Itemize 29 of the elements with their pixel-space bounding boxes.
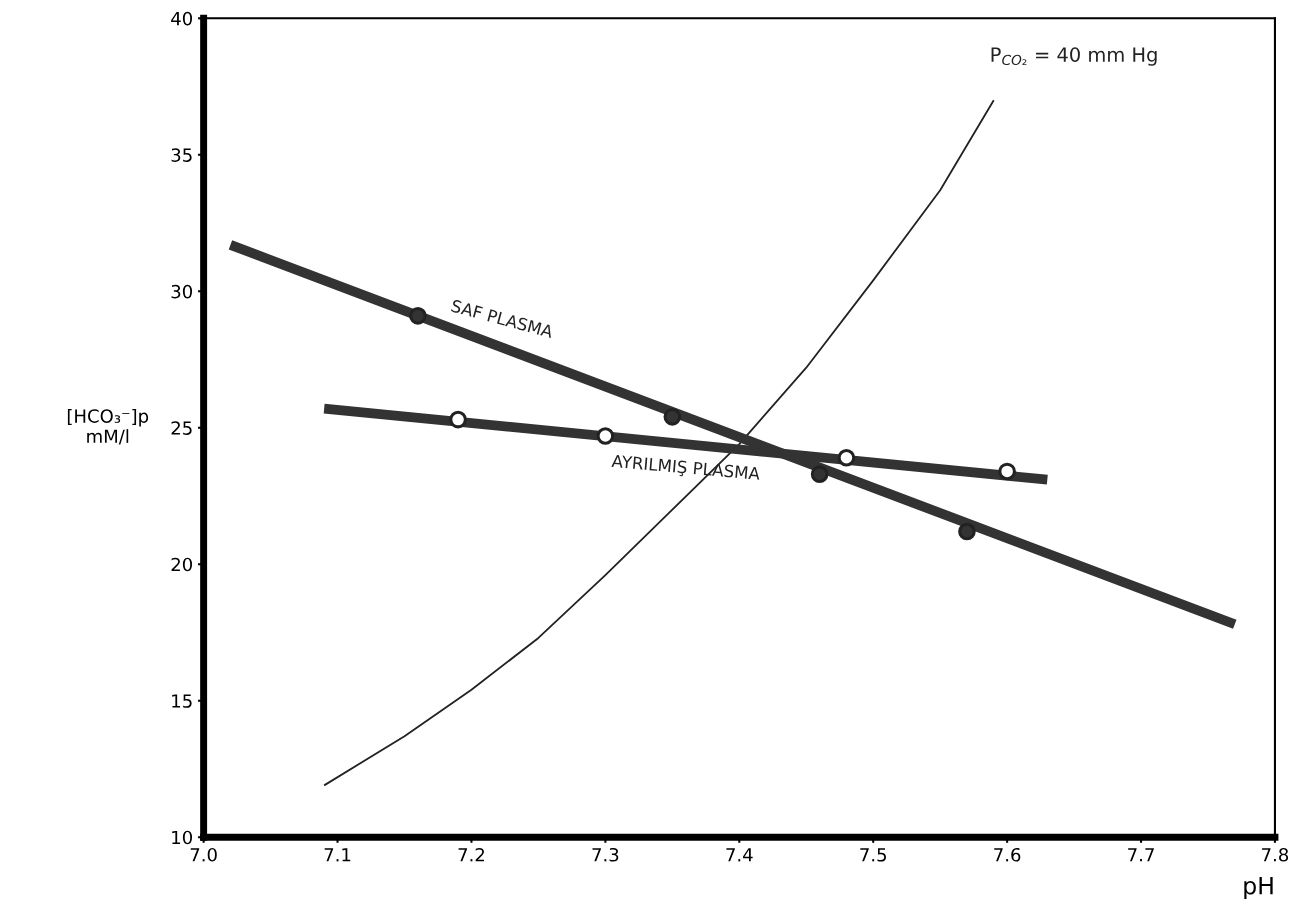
x-tick-label: 7.0 [190,847,217,862]
point [449,410,467,429]
y-tick-label: 20 [171,557,193,572]
point [958,522,976,541]
x-tick-label: 7.3 [592,847,619,862]
point [810,465,829,483]
y-tick-label: 40 [171,11,193,26]
series-label: AYRILMIŞ PLASMA [611,454,761,483]
point [998,462,1016,481]
y-tick-label: 30 [171,284,193,299]
x-tick-label: 7.2 [458,847,485,862]
point [663,408,682,426]
y-tick-label: 25 [171,421,192,435]
x-tick-label: 7.4 [726,848,753,862]
point [596,427,615,445]
line-series [323,99,995,787]
point [409,307,427,325]
x-tick-label: 7.6 [994,847,1021,862]
x-tick-label: 7.5 [860,848,886,862]
x-axis-title: pH [1244,876,1273,900]
x-tick-label: 7.1 [324,848,351,862]
y-tick-label: 35 [171,148,192,162]
x-tick-label: 7.8 [1262,847,1289,862]
point [837,448,856,467]
y-tick-label: 15 [172,694,192,708]
x-tick-label: 7.7 [1128,848,1154,862]
series-label: P$_{CO₂}$ = 40 mm Hg [991,47,1157,66]
y-axis-title: [HCO₃⁻]p mM/l [67,408,149,445]
y-tick-label: 10 [172,830,193,845]
